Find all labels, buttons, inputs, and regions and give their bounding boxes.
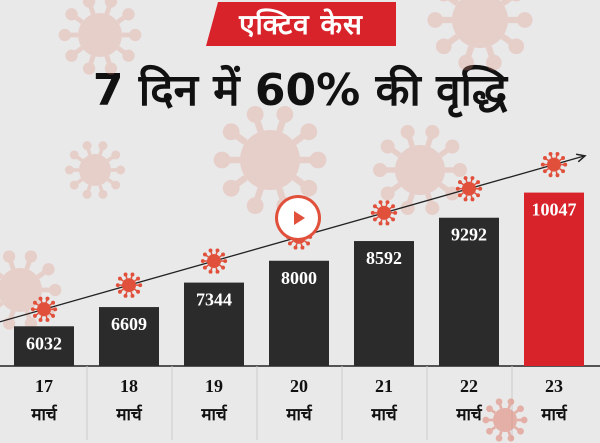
- background-virus-icon: [64, 141, 126, 199]
- x-tick-month-label: मार्च: [370, 404, 398, 425]
- background-virus-icon: [373, 124, 467, 216]
- x-tick-month-label: मार्च: [30, 404, 58, 425]
- background-virus-icon: [427, 0, 533, 71]
- bar: [439, 217, 499, 366]
- x-tick-month-label: मार्च: [540, 404, 568, 425]
- bar-value-label: 8000: [281, 268, 317, 288]
- x-tick-day-label: 18: [120, 376, 138, 396]
- x-tick-day-label: 20: [290, 376, 308, 396]
- virus-marker-icon: [30, 296, 58, 322]
- virus-marker-icon: [455, 176, 483, 202]
- bar: [354, 241, 414, 366]
- virus-marker-icon: [115, 272, 143, 298]
- bar-value-label: 10047: [532, 200, 577, 220]
- x-tick-month-label: मार्च: [455, 404, 483, 425]
- bar: [99, 307, 159, 366]
- bar: [269, 260, 329, 366]
- virus-marker-icon: [540, 151, 568, 178]
- x-tick-day-label: 23: [545, 376, 563, 396]
- bar: [524, 192, 584, 366]
- bar-value-label: 9292: [451, 225, 487, 245]
- decor-virus-icon: [482, 398, 528, 442]
- chart-title: 7 दिन में 60% की वृद्धि: [92, 65, 508, 116]
- background-virus-icon: [0, 250, 62, 330]
- x-tick-day-label: 21: [375, 376, 393, 396]
- background-virus-icon: [58, 0, 142, 75]
- x-tick-day-label: 22: [460, 376, 478, 396]
- x-tick-day-label: 19: [205, 376, 223, 396]
- bar-value-label: 6609: [111, 314, 147, 334]
- bar-value-label: 7344: [196, 290, 232, 310]
- bar: [184, 282, 244, 366]
- virus-marker-icon: [370, 200, 398, 226]
- trend-arrow-head: [576, 153, 587, 163]
- bar: [14, 326, 74, 366]
- bar-value-label: 6032: [26, 333, 62, 353]
- virus-marker-icon: [200, 248, 228, 274]
- x-tick-day-label: 17: [35, 376, 53, 396]
- background-virus-icon: [213, 105, 327, 215]
- active-cases-badge: एक्टिव केस: [206, 2, 396, 46]
- play-icon[interactable]: [278, 198, 318, 238]
- play-triangle-icon: [294, 211, 305, 225]
- x-tick-month-label: मार्च: [285, 404, 313, 425]
- x-tick-month-label: मार्च: [200, 404, 228, 425]
- x-tick-month-label: मार्च: [115, 404, 143, 425]
- bar-value-label: 8592: [366, 248, 402, 268]
